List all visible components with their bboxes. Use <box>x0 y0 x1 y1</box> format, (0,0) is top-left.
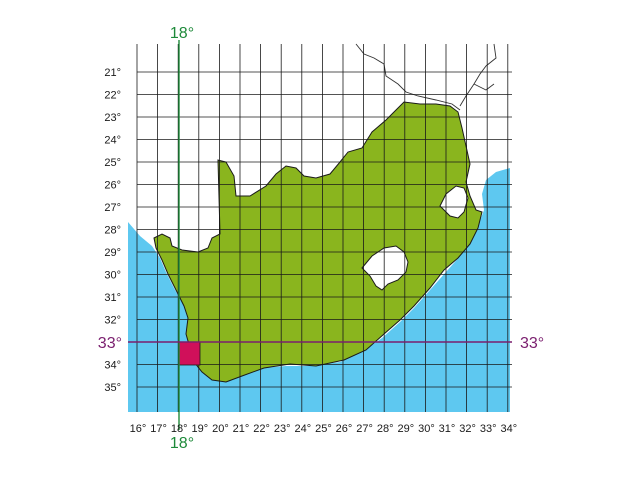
highlighted-cell-18E-33S <box>178 341 201 366</box>
meridian-label-top: 18° <box>170 25 194 42</box>
latitude-tick-label: 32° <box>104 315 121 327</box>
longitude-tick-label: 32° <box>459 423 476 435</box>
longitude-tick-label: 25° <box>315 423 332 435</box>
latitude-tick-label: 23° <box>104 112 121 124</box>
longitude-tick-label: 22° <box>253 423 270 435</box>
longitude-tick-label: 18° <box>171 423 188 435</box>
longitude-tick-label: 24° <box>294 423 311 435</box>
latitude-tick-label: 28° <box>104 225 121 237</box>
latitude-tick-label: 31° <box>104 292 121 304</box>
latitude-tick-label: 26° <box>104 180 121 192</box>
latitude-tick-label: 30° <box>104 270 121 282</box>
longitude-tick-label: 27° <box>356 423 373 435</box>
longitude-tick-label: 30° <box>418 423 435 435</box>
parallel-label-right: 33° <box>520 335 544 352</box>
longitude-tick-label: 19° <box>191 423 208 435</box>
ocean <box>128 168 510 412</box>
latitude-labels: 21° 22° 23° 24° 25° 26° 27° 28° 29° 30° 31° 32° 34° 3… <box>104 67 121 394</box>
latitude-tick-label: 22° <box>104 90 121 102</box>
parallel-label-left: 33° <box>98 335 122 352</box>
eswatini <box>439 185 469 219</box>
latitude-tick-label: 35° <box>104 382 121 394</box>
land-south-africa <box>153 101 483 383</box>
latitude-tick-label: 25° <box>104 157 121 169</box>
longitude-tick-label: 29° <box>397 423 414 435</box>
latitude-tick-label: 27° <box>104 202 121 214</box>
longitude-tick-label: 16° <box>130 423 147 435</box>
latitude-tick-label: 29° <box>104 247 121 259</box>
longitude-tick-label: 33° <box>480 423 497 435</box>
meridian-label-bottom: 18° <box>170 435 194 452</box>
longitude-tick-label: 26° <box>336 423 353 435</box>
latitude-tick-label: 24° <box>104 135 121 147</box>
longitude-tick-label: 20° <box>212 423 229 435</box>
neighbour-borders <box>355 43 497 111</box>
longitude-tick-label: 31° <box>439 423 456 435</box>
longitude-tick-label: 23° <box>274 423 291 435</box>
longitude-tick-label: 17° <box>150 423 167 435</box>
longitude-tick-label: 21° <box>233 423 250 435</box>
graticule-grid <box>136 44 512 412</box>
longitude-tick-label: 28° <box>377 423 394 435</box>
latitude-tick-label: 34° <box>104 360 121 372</box>
latitude-tick-label: 21° <box>104 67 121 79</box>
longitude-labels: 16° 17° 18° 19° 20° 21° 22° 23° 24° 25° 26° 27° 28° 2… <box>130 423 517 435</box>
longitude-tick-label: 34° <box>500 423 517 435</box>
